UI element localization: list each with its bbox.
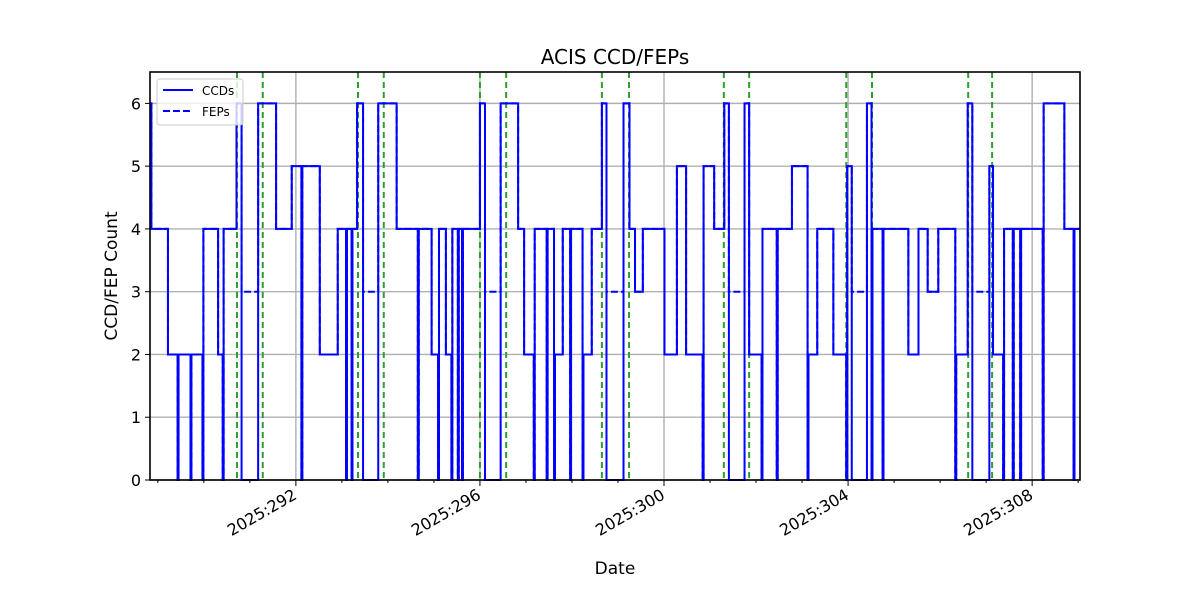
y-tick-label: 5 (131, 157, 141, 176)
y-axis-ticks: 0 1 2 3 4 5 6 (131, 94, 150, 490)
series-line-feps (150, 102, 1080, 481)
x-tick-label: 2025:308 (960, 485, 1036, 540)
y-tick-label: 4 (131, 220, 141, 239)
x-axis-ticks: 2025:292 2025:296 2025:300 2025:304 2025:308 (157, 480, 1079, 540)
x-tick-label: 2025:300 (592, 485, 668, 540)
y-tick-label: 0 (131, 471, 141, 490)
y-tick-label: 2 (131, 345, 141, 364)
legend-ccd-label: CCDs (202, 84, 234, 98)
x-tick-label: 2025:304 (776, 485, 852, 540)
x-tick-label: 2025:296 (408, 485, 484, 540)
plot-frame (149, 71, 1081, 481)
y-tick-label: 1 (131, 408, 141, 427)
series-lines (150, 102, 1080, 481)
y-tick-label: 3 (131, 283, 141, 302)
y-axis-label: CCD/FEP Count (102, 211, 122, 341)
y-tick-label: 6 (131, 94, 141, 113)
chart-title: ACIS CCD/FEPs (541, 45, 690, 69)
grid (150, 72, 1080, 481)
event-lines (235, 72, 994, 480)
x-axis-label: Date (595, 559, 636, 579)
legend: CCDs FEPs (156, 78, 244, 126)
legend-fep-label: FEPs (202, 105, 230, 119)
x-tick-label: 2025:292 (224, 485, 300, 540)
